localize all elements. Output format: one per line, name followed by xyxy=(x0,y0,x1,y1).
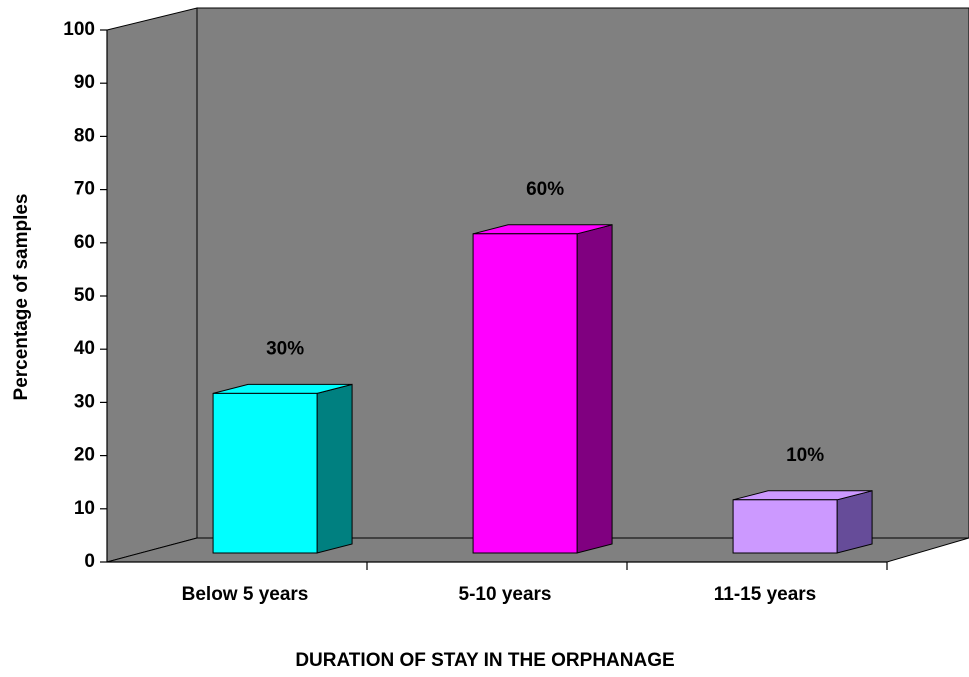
bar xyxy=(472,233,578,554)
y-tick-label: 60 xyxy=(74,232,95,253)
y-tick-label: 50 xyxy=(74,285,95,306)
y-tick-label: 0 xyxy=(84,551,95,572)
y-tick-label: 10 xyxy=(74,498,95,519)
x-axis-label: DURATION OF STAY IN THE ORPHANAGE xyxy=(295,650,674,671)
bar xyxy=(212,392,318,554)
x-tick-label: 5-10 years xyxy=(459,584,552,605)
y-tick-label: 70 xyxy=(74,179,95,200)
x-tick-label: 11-15 years xyxy=(714,584,817,605)
data-label: 60% xyxy=(526,179,564,200)
y-axis-label: Percentage of samples xyxy=(11,194,32,401)
data-label: 10% xyxy=(786,445,824,466)
y-tick-label: 80 xyxy=(74,125,95,146)
bar-side xyxy=(836,490,873,554)
y-tick-label: 40 xyxy=(74,338,95,359)
y-tick-label: 90 xyxy=(74,72,95,93)
bar-side xyxy=(316,383,353,554)
data-label: 30% xyxy=(266,338,304,359)
y-tick-label: 20 xyxy=(74,445,95,466)
side-wall xyxy=(106,7,198,563)
x-tick-label: Below 5 years xyxy=(182,584,309,605)
bar-side xyxy=(576,224,613,554)
bar xyxy=(732,499,838,554)
y-tick-label: 30 xyxy=(74,391,95,412)
y-tick-label: 100 xyxy=(63,19,95,40)
